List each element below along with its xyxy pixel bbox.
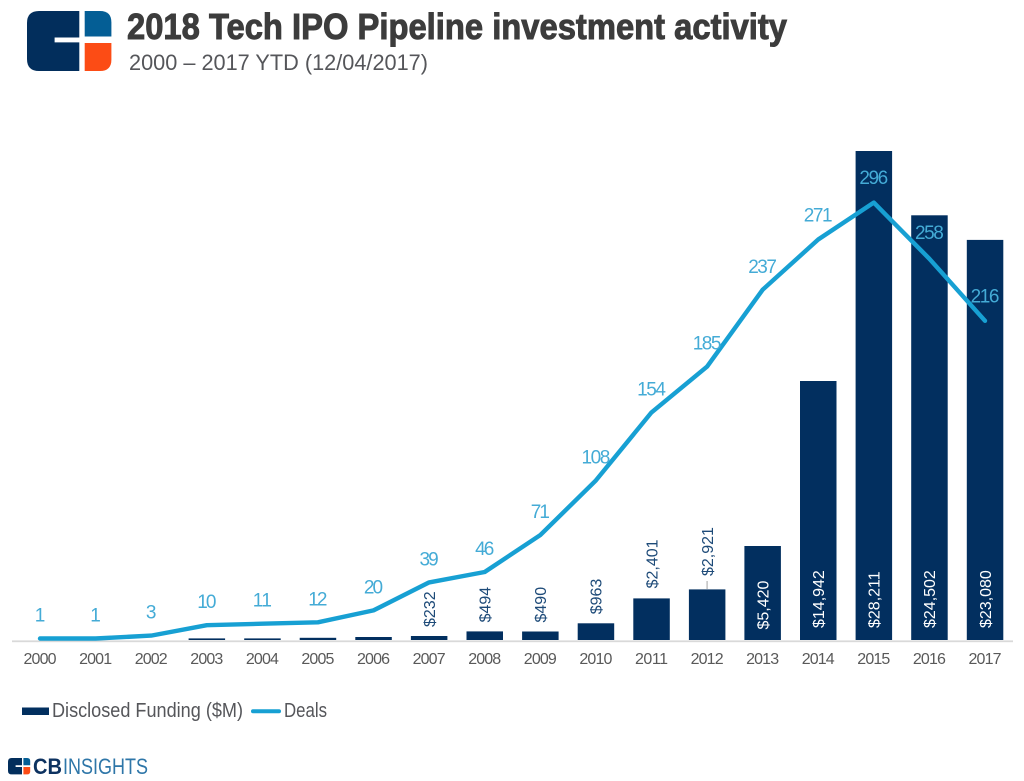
svg-text:Disclosed Funding ($M): Disclosed Funding ($M) bbox=[52, 700, 243, 722]
svg-text:12: 12 bbox=[308, 589, 327, 610]
svg-text:2000 – 2017 YTD (12/04/2017): 2000 – 2017 YTD (12/04/2017) bbox=[129, 50, 428, 75]
svg-text:71: 71 bbox=[531, 502, 550, 523]
svg-text:258: 258 bbox=[915, 223, 944, 244]
svg-text:2006: 2006 bbox=[357, 651, 390, 668]
svg-text:1: 1 bbox=[35, 606, 46, 627]
svg-text:108: 108 bbox=[582, 447, 611, 468]
svg-text:11: 11 bbox=[253, 591, 272, 612]
svg-text:216: 216 bbox=[971, 287, 1000, 308]
svg-text:154: 154 bbox=[637, 379, 666, 400]
svg-text:2003: 2003 bbox=[190, 651, 223, 668]
svg-text:185: 185 bbox=[693, 334, 722, 355]
svg-text:2013: 2013 bbox=[746, 651, 779, 668]
svg-text:$494: $494 bbox=[478, 587, 495, 623]
svg-text:271: 271 bbox=[804, 206, 833, 227]
svg-text:2014: 2014 bbox=[802, 651, 835, 668]
svg-text:2005: 2005 bbox=[301, 651, 334, 668]
svg-text:2012: 2012 bbox=[691, 651, 724, 668]
svg-text:2000: 2000 bbox=[24, 651, 57, 668]
svg-text:$490: $490 bbox=[533, 587, 550, 623]
svg-text:INSIGHTS: INSIGHTS bbox=[63, 754, 148, 779]
svg-text:$2,921: $2,921 bbox=[700, 527, 717, 576]
svg-text:39: 39 bbox=[420, 549, 439, 570]
svg-text:$24,502: $24,502 bbox=[922, 570, 939, 628]
svg-text:2011: 2011 bbox=[635, 651, 668, 668]
svg-text:2007: 2007 bbox=[413, 651, 446, 668]
svg-text:Deals: Deals bbox=[284, 700, 327, 722]
svg-text:2010: 2010 bbox=[579, 651, 612, 668]
svg-text:$963: $963 bbox=[589, 579, 606, 615]
svg-text:3: 3 bbox=[146, 603, 157, 624]
svg-text:20: 20 bbox=[364, 577, 383, 598]
svg-text:$5,420: $5,420 bbox=[755, 580, 772, 629]
svg-text:2002: 2002 bbox=[135, 651, 168, 668]
svg-text:2017: 2017 bbox=[969, 651, 1002, 668]
svg-text:2015: 2015 bbox=[857, 651, 890, 668]
svg-text:296: 296 bbox=[859, 168, 888, 189]
svg-text:$232: $232 bbox=[422, 591, 439, 627]
svg-text:$23,080: $23,080 bbox=[978, 570, 995, 628]
svg-text:2018 Tech IPO Pipeline investm: 2018 Tech IPO Pipeline investment activi… bbox=[127, 6, 788, 47]
svg-text:2001: 2001 bbox=[79, 651, 112, 668]
svg-text:46: 46 bbox=[475, 539, 494, 560]
svg-text:10: 10 bbox=[197, 592, 216, 613]
svg-text:2009: 2009 bbox=[524, 651, 557, 668]
svg-text:$28,211: $28,211 bbox=[867, 571, 884, 628]
svg-text:1: 1 bbox=[90, 606, 101, 627]
svg-text:2004: 2004 bbox=[246, 651, 279, 668]
svg-text:2016: 2016 bbox=[913, 651, 946, 668]
svg-text:237: 237 bbox=[748, 257, 777, 278]
svg-text:$2,401: $2,401 bbox=[644, 539, 661, 588]
svg-text:$14,942: $14,942 bbox=[811, 570, 828, 628]
svg-text:CB: CB bbox=[33, 754, 62, 779]
svg-text:2008: 2008 bbox=[468, 651, 501, 668]
